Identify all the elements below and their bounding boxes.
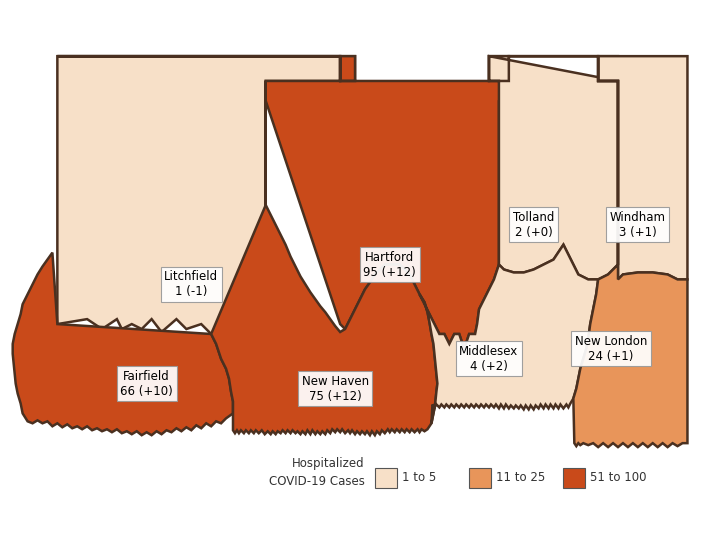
Polygon shape	[13, 253, 233, 435]
Text: Hospitalized
COVID-19 Cases: Hospitalized COVID-19 Cases	[269, 458, 365, 488]
Text: Litchfield
1 (-1): Litchfield 1 (-1)	[164, 271, 218, 299]
Text: 51 to 100: 51 to 100	[590, 472, 647, 485]
Polygon shape	[211, 81, 437, 435]
Text: Fairfield
66 (+10): Fairfield 66 (+10)	[120, 370, 173, 398]
Text: Middlesex
4 (+2): Middlesex 4 (+2)	[459, 345, 518, 373]
Polygon shape	[420, 245, 598, 423]
Bar	[564, 468, 585, 488]
Text: New London
24 (+1): New London 24 (+1)	[575, 335, 647, 363]
Polygon shape	[598, 56, 688, 279]
Text: 11 to 25: 11 to 25	[496, 472, 545, 485]
Polygon shape	[58, 56, 355, 334]
Text: 1 to 5: 1 to 5	[402, 472, 436, 485]
Text: Windham
3 (+1): Windham 3 (+1)	[610, 211, 666, 239]
Polygon shape	[489, 56, 618, 279]
Polygon shape	[573, 56, 688, 447]
Text: New Haven
75 (+12): New Haven 75 (+12)	[302, 375, 369, 403]
Bar	[375, 468, 397, 488]
Text: Hartford
95 (+12): Hartford 95 (+12)	[364, 251, 416, 279]
Polygon shape	[266, 56, 509, 349]
Text: Tolland
2 (+0): Tolland 2 (+0)	[513, 211, 554, 239]
Bar	[469, 468, 491, 488]
